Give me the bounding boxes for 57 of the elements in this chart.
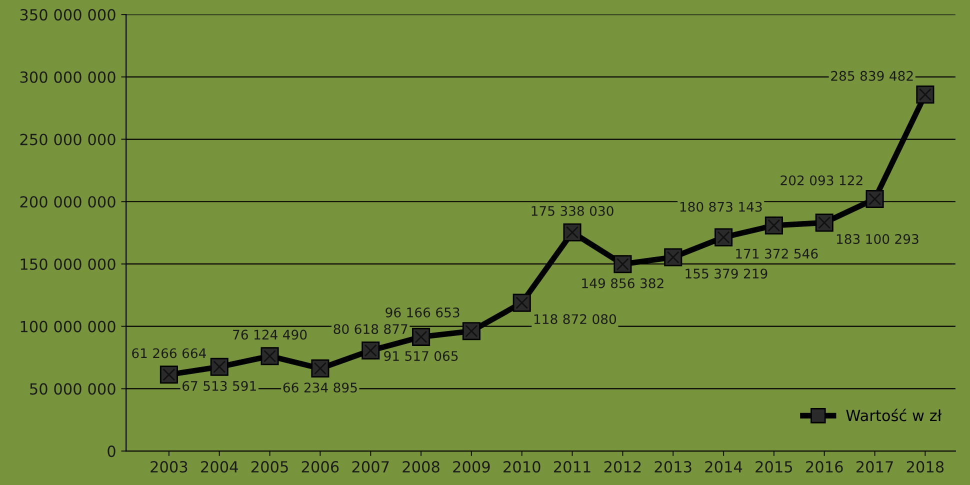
data-label: 91 517 065	[384, 351, 458, 362]
x-tick-label: 2017	[856, 461, 893, 473]
x-tick-label: 2004	[201, 461, 238, 473]
x-tick-label: 2013	[654, 461, 692, 473]
x-tick-label: 2009	[453, 461, 490, 473]
point	[664, 248, 682, 266]
x-tick-label: 2003	[150, 461, 188, 473]
point	[462, 322, 480, 340]
data-label: 149 856 382	[582, 278, 664, 288]
point	[311, 359, 330, 378]
x-tick-label: 2016	[806, 461, 843, 473]
point	[412, 328, 430, 346]
y-tick-label: 0	[108, 446, 116, 458]
point	[160, 366, 178, 384]
data-label: 171 372 546	[736, 248, 818, 259]
x-tick-label: 2012	[604, 461, 641, 473]
x-tick-label: 2011	[554, 461, 590, 473]
x-tick-label: 2015	[756, 461, 792, 473]
point	[714, 228, 733, 246]
data-label: 67 513 591	[182, 380, 256, 391]
data-label: 175 338 030	[532, 206, 614, 216]
y-tick-label: 200 000 000	[20, 196, 116, 208]
data-label: 118 872 080	[534, 314, 616, 324]
legend-label: Wartość w zł	[846, 408, 942, 422]
x-tick-label: 2005	[251, 461, 288, 473]
data-label: 96 166 653	[386, 307, 460, 318]
point	[362, 341, 380, 360]
point	[614, 255, 632, 274]
data-label: 66 234 895	[283, 382, 357, 393]
point	[815, 214, 834, 232]
data-label: 80 618 877	[334, 324, 408, 334]
y-tick-label: 300 000 000	[20, 71, 116, 83]
point	[563, 223, 582, 242]
data-label: 180 873 143	[680, 202, 762, 212]
point	[260, 347, 279, 366]
point	[210, 358, 228, 376]
x-tick-label: 2018	[906, 461, 944, 473]
point	[764, 216, 783, 235]
data-label: 76 124 490	[233, 330, 307, 340]
data-label: 183 100 293	[836, 234, 918, 244]
x-tick-label: 2008	[402, 461, 440, 473]
x-tick-label: 2014	[705, 461, 742, 473]
point	[866, 190, 884, 208]
x-tick-label: 2007	[352, 461, 389, 473]
point	[916, 86, 934, 104]
y-tick-label: 150 000 000	[20, 258, 116, 270]
data-label: 155 379 219	[686, 268, 768, 279]
y-tick-label: 350 000 000	[20, 9, 116, 21]
y-tick-label: 250 000 000	[20, 134, 116, 146]
data-label: 285 839 482	[831, 70, 913, 81]
y-tick-label: 100 000 000	[20, 320, 116, 332]
data-label: 202 093 122	[780, 175, 862, 186]
x-tick-label: 2010	[504, 461, 540, 473]
point	[512, 294, 531, 312]
y-tick-label: 50 000 000	[30, 383, 116, 395]
data-label: 61 266 664	[132, 348, 206, 358]
x-tick-label: 2006	[302, 461, 339, 473]
